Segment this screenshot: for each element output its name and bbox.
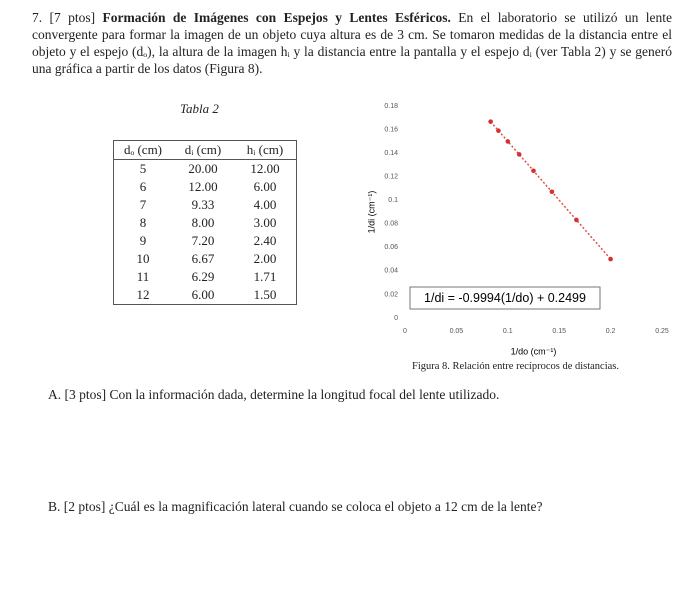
table-cell: 6 <box>139 179 147 194</box>
question-number: 7. <box>32 10 43 25</box>
table-header-row: dₒ (cm) dᵢ (cm) hᵢ (cm) <box>113 140 297 160</box>
table-cell: 6.00 <box>253 179 277 194</box>
table-cell: 6.00 <box>191 287 215 302</box>
x-tick-label: 0.15 <box>552 328 566 335</box>
x-tick-label: 0.05 <box>450 328 464 335</box>
table-cell: 12.00 <box>250 161 280 176</box>
table-cell: 5 <box>139 161 147 176</box>
question-intro: 7. [7 ptos] Formación de Imágenes con Es… <box>32 9 672 77</box>
y-tick-label: 0.18 <box>384 103 398 110</box>
table-cell: 20.00 <box>188 161 218 176</box>
table-row: 12 6.00 1.50 <box>114 286 297 305</box>
table-cell: 4.00 <box>253 197 277 212</box>
part-points: [3 ptos] <box>64 387 107 402</box>
part-label: B. <box>48 499 61 514</box>
table-row: 5 20.00 12.00 <box>114 160 297 179</box>
equation-box <box>409 286 601 310</box>
data-point <box>516 152 522 157</box>
table-cell: 10 <box>136 251 150 266</box>
part-a: A. [3 ptos] Con la información dada, det… <box>48 387 499 403</box>
data-point <box>488 119 493 124</box>
table-cell: 2.00 <box>253 251 277 266</box>
y-tick-label: 0.08 <box>384 221 398 228</box>
y-tick-label: 0.06 <box>384 244 398 251</box>
y-tick-label: 0.02 <box>384 291 398 298</box>
equation-label: 1/di = -0.9994(1/do) + 0.2499 <box>424 291 586 305</box>
table-cell: 1.50 <box>253 287 277 302</box>
table-cell: 8 <box>139 215 147 230</box>
table-cell: 9.33 <box>191 197 215 212</box>
y-axis-label: 1/di (cm⁻¹) <box>366 191 376 234</box>
table-cell: 6.67 <box>191 251 215 266</box>
table-cell: 6.29 <box>191 269 215 284</box>
data-point <box>574 217 579 223</box>
table-cell: 12.00 <box>188 179 218 194</box>
table-caption: Tabla 2 <box>180 101 219 116</box>
y-tick-label: 0.16 <box>384 126 398 133</box>
table-cell: 3.00 <box>253 215 277 230</box>
data-table: dₒ (cm) dᵢ (cm) hᵢ (cm) 5 20.00 12.00 6 12.00 6.… <box>113 140 297 305</box>
table-row: 7 9.33 4.00 <box>114 196 297 214</box>
y-tick-label: 0.1 <box>388 197 398 204</box>
table-cell: 12 <box>136 287 150 302</box>
x-tick-label: 0.25 <box>655 328 669 335</box>
table-row: 9 7.20 2.40 <box>114 232 297 250</box>
y-tick-label: 0 <box>394 315 398 322</box>
table-cell: 8.00 <box>191 215 215 230</box>
table-cell: 7 <box>139 197 147 212</box>
data-point <box>608 256 613 262</box>
x-axis-label: 1/do (cm⁻¹) <box>511 346 557 356</box>
table-cell: 2.40 <box>253 233 277 248</box>
table-cell: 1.71 <box>253 269 277 284</box>
question-body: En el laboratorio se utilizó un lente co… <box>32 10 673 76</box>
x-tick-label: 0 <box>403 328 407 335</box>
question-title: Formación de Imágenes con Espejos y Lent… <box>102 10 451 25</box>
part-label: A. <box>48 387 62 402</box>
figure-caption: Figura 8. Relación entre recíprocos de d… <box>412 361 620 372</box>
data-point <box>531 168 536 174</box>
question-points: [7 ptos] <box>49 10 96 25</box>
table-header: dₒ (cm) <box>113 140 172 160</box>
part-points: [2 ptos] <box>63 499 106 514</box>
table-cell: 9 <box>139 233 147 248</box>
y-tick-label: 0.14 <box>384 150 398 157</box>
x-tick-label: 0.2 <box>606 328 616 335</box>
x-tick-label: 0.1 <box>503 328 513 335</box>
table-row: 10 6.67 2.00 <box>114 250 297 268</box>
data-point <box>505 139 511 144</box>
y-tick-label: 0.12 <box>384 174 398 181</box>
part-text: Con la información dada, determine la lo… <box>109 387 500 402</box>
data-point <box>496 128 501 134</box>
table-cell: 11 <box>136 269 150 284</box>
part-text: ¿Cuál es la magnificación lateral cuando… <box>108 499 543 514</box>
part-b: B. [2 ptos] ¿Cuál es la magnificación la… <box>48 499 542 515</box>
table-header: hᵢ (cm) <box>234 140 297 160</box>
data-point <box>549 189 555 195</box>
table-header: dᵢ (cm) <box>172 140 234 160</box>
table-row: 8 8.00 3.00 <box>114 214 297 232</box>
table-row: 11 6.29 1.71 <box>114 268 297 286</box>
table-row: 6 12.00 6.00 <box>114 178 297 196</box>
y-tick-label: 0.04 <box>384 268 398 275</box>
table-cell: 7.20 <box>191 233 215 248</box>
